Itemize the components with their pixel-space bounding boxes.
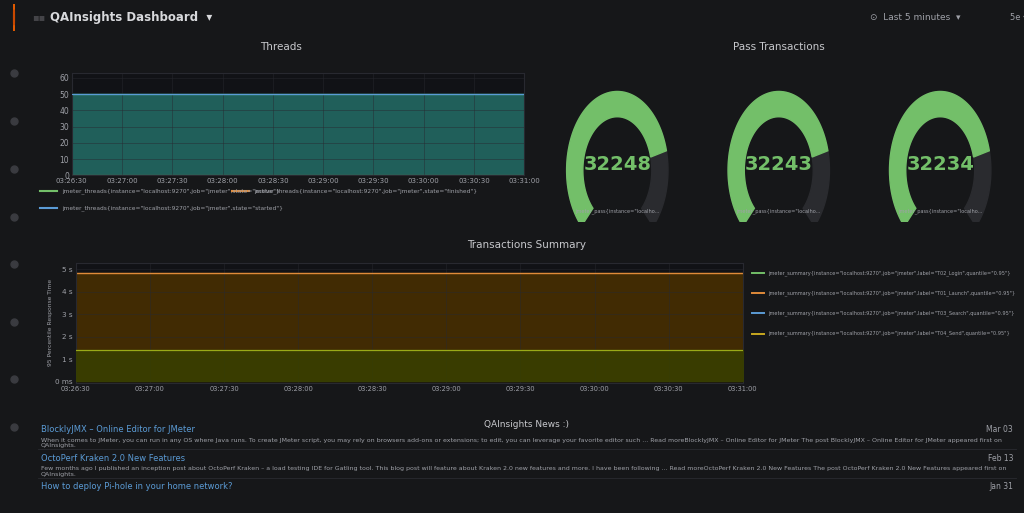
Text: Pass Transactions: Pass Transactions bbox=[733, 42, 824, 52]
Y-axis label: 95 Percentile Response Time: 95 Percentile Response Time bbox=[47, 280, 52, 366]
Polygon shape bbox=[566, 91, 667, 226]
Text: ⊙  Last 5 minutes  ▾: ⊙ Last 5 minutes ▾ bbox=[870, 13, 961, 22]
Text: Jan 31: Jan 31 bbox=[989, 482, 1013, 491]
Text: jmeter_pass{instance="localho...: jmeter_pass{instance="localho... bbox=[736, 208, 821, 214]
Text: Mar 03: Mar 03 bbox=[986, 425, 1013, 434]
Text: OctoPerf Kraken 2.0 New Features: OctoPerf Kraken 2.0 New Features bbox=[41, 454, 184, 463]
Text: QAInsights Dashboard  ▾: QAInsights Dashboard ▾ bbox=[50, 11, 212, 24]
Text: Transactions Summary: Transactions Summary bbox=[467, 240, 587, 249]
Text: jmeter_summary{instance="localhost:9270",job="jmeter",label="T02_Login",quantile: jmeter_summary{instance="localhost:9270"… bbox=[768, 270, 1011, 275]
Text: How to deploy Pi-hole in your home network?: How to deploy Pi-hole in your home netwo… bbox=[41, 482, 232, 491]
Text: jmeter_pass{instance="localho...: jmeter_pass{instance="localho... bbox=[898, 208, 982, 214]
Text: jmeter_summary{instance="localhost:9270",job="jmeter",label="T01_Launch",quantil: jmeter_summary{instance="localhost:9270"… bbox=[768, 290, 1015, 296]
Text: jmeter_threads{instance="localhost:9270",job="jmeter",state="finished"}: jmeter_threads{instance="localhost:9270"… bbox=[254, 188, 477, 194]
Text: jmeter_pass{instance="localho...: jmeter_pass{instance="localho... bbox=[575, 208, 659, 214]
Polygon shape bbox=[890, 91, 991, 226]
Text: 32248: 32248 bbox=[584, 154, 651, 173]
Text: jmeter_threads{instance="localhost:9270",job="jmeter",state="active"}: jmeter_threads{instance="localhost:9270"… bbox=[61, 188, 280, 194]
Polygon shape bbox=[728, 91, 829, 226]
Text: 32243: 32243 bbox=[744, 154, 813, 173]
Text: When it comes to JMeter, you can run in any OS where Java runs. To create JMeter: When it comes to JMeter, you can run in … bbox=[41, 438, 1001, 448]
Text: 32234: 32234 bbox=[906, 154, 974, 173]
Text: ▪▪: ▪▪ bbox=[32, 12, 45, 23]
Text: 5e ▾: 5e ▾ bbox=[1010, 13, 1024, 22]
Text: Few months ago I published an inception post about OctoPerf Kraken – a load test: Few months ago I published an inception … bbox=[41, 466, 1006, 477]
Polygon shape bbox=[566, 91, 668, 226]
Text: jmeter_threads{instance="localhost:9270",job="jmeter",state="started"}: jmeter_threads{instance="localhost:9270"… bbox=[61, 205, 283, 211]
Text: Threads: Threads bbox=[260, 42, 302, 52]
Polygon shape bbox=[890, 91, 989, 226]
Text: QAInsights News :): QAInsights News :) bbox=[484, 420, 569, 429]
Text: BlocklyJMX – Online Editor for JMeter: BlocklyJMX – Online Editor for JMeter bbox=[41, 425, 195, 434]
Text: Feb 13: Feb 13 bbox=[987, 454, 1013, 463]
Polygon shape bbox=[728, 91, 827, 226]
Text: jmeter_summary{instance="localhost:9270",job="jmeter",label="T03_Search",quantil: jmeter_summary{instance="localhost:9270"… bbox=[768, 310, 1014, 316]
Text: jmeter_summary{instance="localhost:9270",job="jmeter",label="T04_Send",quantile=: jmeter_summary{instance="localhost:9270"… bbox=[768, 331, 1010, 337]
